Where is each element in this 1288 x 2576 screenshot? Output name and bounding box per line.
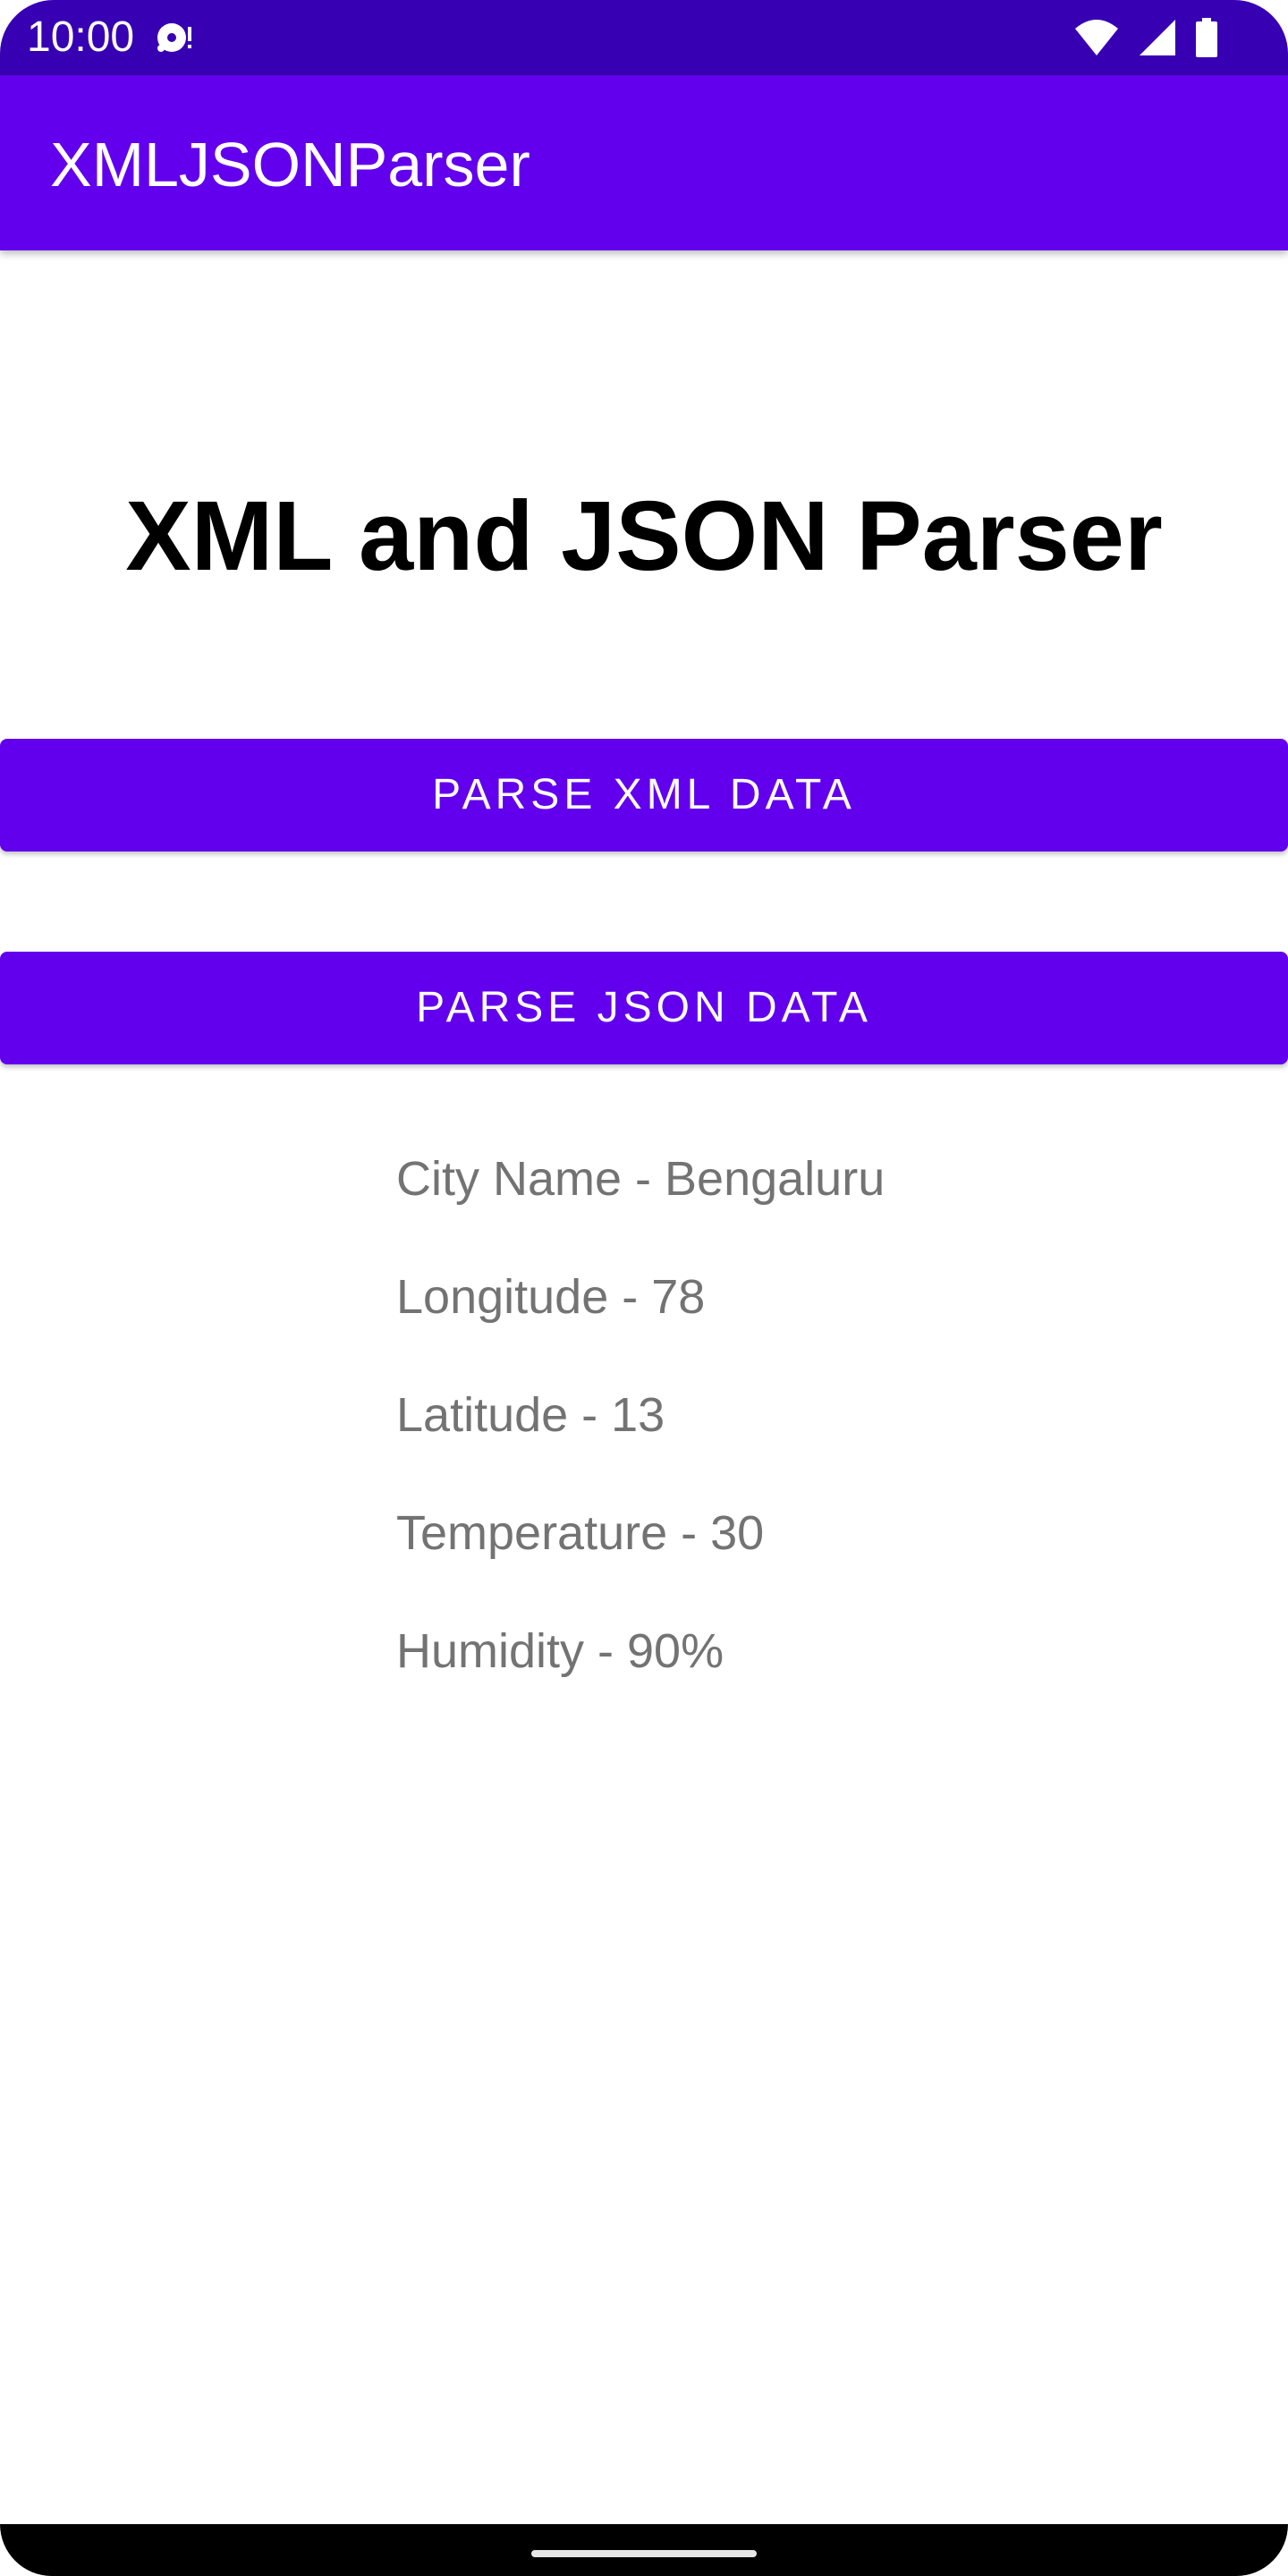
humidity-text: Humidity - 90% [396,1624,724,1678]
longitude-text: Longitude - 78 [396,1270,706,1324]
temperature-text: Temperature - 30 [396,1506,765,1560]
parse-json-button[interactable]: PARSE JSON DATA [0,952,1288,1064]
parse-xml-button[interactable]: PARSE XML DATA [0,739,1288,852]
status-time: 10:00 [27,13,135,61]
media-notification-icon [154,20,199,55]
status-icons [1073,16,1218,59]
app-title: XMLJSONParser [50,130,530,199]
parsed-results-list: City Name - Bengaluru Longitude - 78 Lat… [396,1150,1201,1741]
app-bar: XMLJSONParser [0,75,1288,250]
wifi-icon [1073,18,1120,57]
home-gesture-handle[interactable] [531,2550,757,2557]
latitude-text: Latitude - 13 [396,1388,665,1442]
city-name-text: City Name - Bengaluru [396,1152,886,1206]
battery-icon [1195,18,1218,57]
status-bar: 10:00 [0,0,1288,75]
page-title: XML and JSON Parser [125,481,1163,591]
signal-icon [1138,18,1177,57]
